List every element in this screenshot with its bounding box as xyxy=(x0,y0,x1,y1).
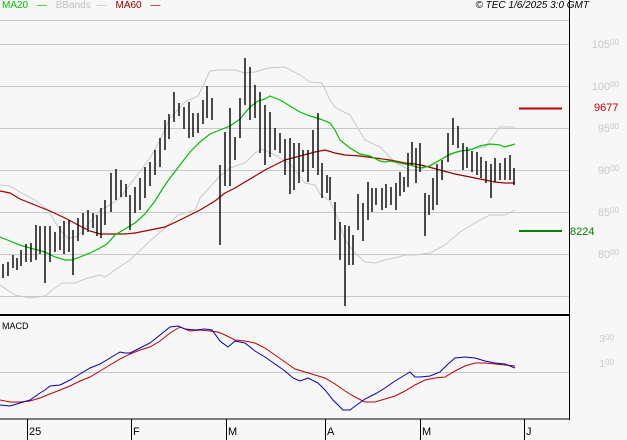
price-label-8500: 8500 xyxy=(597,206,619,219)
ohlc-bars xyxy=(2,58,515,306)
x-label-feb: F xyxy=(133,426,140,438)
price-label-9000: 9000 xyxy=(597,164,619,177)
macd-signal-line xyxy=(0,326,516,403)
x-label-jun: J xyxy=(526,426,532,438)
price-gridlines xyxy=(0,20,569,297)
macd-label-300: 300 xyxy=(599,333,614,345)
x-axis-ticks xyxy=(27,419,525,440)
ma60-line xyxy=(0,149,515,235)
support-label: 8224 xyxy=(570,226,595,238)
x-label-apr: A xyxy=(327,426,335,438)
resistance-label: 9677 xyxy=(594,102,619,114)
legend-ma20: MA20 — xyxy=(2,0,47,11)
price-label-10500: 10500 xyxy=(591,38,619,51)
x-label-may: M xyxy=(422,426,432,438)
copyright-timestamp: © TEC 1/6/2025 3:0 GMT xyxy=(475,0,589,11)
macd-label-100: 100 xyxy=(599,358,614,370)
price-label-9500: 9500 xyxy=(597,122,619,135)
legend-ma60: MA60 — xyxy=(115,0,161,11)
bollinger-bands xyxy=(0,66,516,299)
price-label-10000: 10000 xyxy=(591,80,619,93)
macd-line xyxy=(0,325,516,411)
chart-legend: MA20 — BBands — MA60 — xyxy=(2,0,166,12)
x-label-jan: 25 xyxy=(29,426,42,438)
macd-title: MACD xyxy=(2,321,29,331)
ma20-line xyxy=(0,95,516,261)
price-label-8000: 8000 xyxy=(597,248,619,261)
legend-bbands: BBands — xyxy=(55,0,107,11)
x-label-mar: M xyxy=(228,426,238,438)
